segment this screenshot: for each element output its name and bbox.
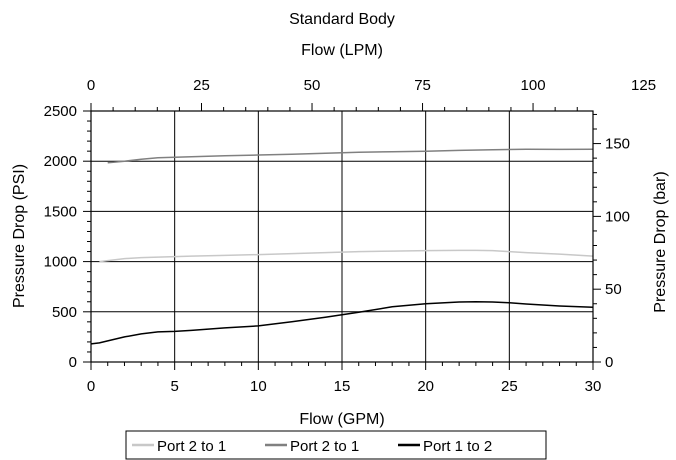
x-tick-label: 0 <box>87 378 95 395</box>
gridlines <box>174 111 510 362</box>
top-axis-title: Flow (LPM) <box>301 42 383 59</box>
legend-box <box>125 430 547 460</box>
legend: Port 2 to 1 Port 2 to 1 Port 1 to 2 <box>125 430 547 460</box>
right-axis-title: Pressure Drop (bar) <box>652 171 669 312</box>
series-line-3 <box>90 301 594 345</box>
y-axis-title: Pressure Drop (PSI) <box>11 164 28 308</box>
top-tick-label: 125 <box>631 77 656 94</box>
top-tick-label: 0 <box>87 77 95 94</box>
x-tick-label: 5 <box>170 378 178 395</box>
legend-label-2: Port 2 to 1 <box>290 438 359 455</box>
y-tick-label: 0 <box>69 354 77 371</box>
right-tick-label: 150 <box>605 136 630 153</box>
x-tick-label: 15 <box>334 378 351 395</box>
legend-label-1: Port 2 to 1 <box>157 438 226 455</box>
top-tick-label: 75 <box>414 77 431 94</box>
top-tick-label: 100 <box>521 77 546 94</box>
y-tick-label: 2000 <box>44 153 77 170</box>
x-axis-title: Flow (GPM) <box>299 411 384 428</box>
right-tick-label: 100 <box>605 208 630 225</box>
y-tick-label: 1000 <box>44 254 77 271</box>
right-tick-label: 50 <box>605 281 622 298</box>
x-tick-label: 10 <box>250 378 267 395</box>
y-tick-label: 1500 <box>44 203 77 220</box>
legend-label-3: Port 1 to 2 <box>423 438 492 455</box>
x-tick-label: 25 <box>501 378 518 395</box>
y-tick-label: 500 <box>52 304 77 321</box>
series-lines <box>90 148 594 345</box>
reference-lines <box>91 160 593 313</box>
axis-tick-labels: 0 5 10 15 20 25 300 25 50 75 100 125050010001500200… <box>44 77 656 395</box>
x-tick-label: 20 <box>417 378 434 395</box>
y-tick-label: 2500 <box>44 103 77 120</box>
axis-ticks <box>83 103 601 370</box>
x-tick-label: 30 <box>585 378 602 395</box>
top-tick-label: 25 <box>193 77 210 94</box>
right-tick-label: 0 <box>605 354 613 371</box>
series-line-1 <box>99 249 594 263</box>
chart-title: Standard Body <box>289 11 395 28</box>
series-line-2 <box>107 148 594 164</box>
top-tick-label: 50 <box>304 77 321 94</box>
